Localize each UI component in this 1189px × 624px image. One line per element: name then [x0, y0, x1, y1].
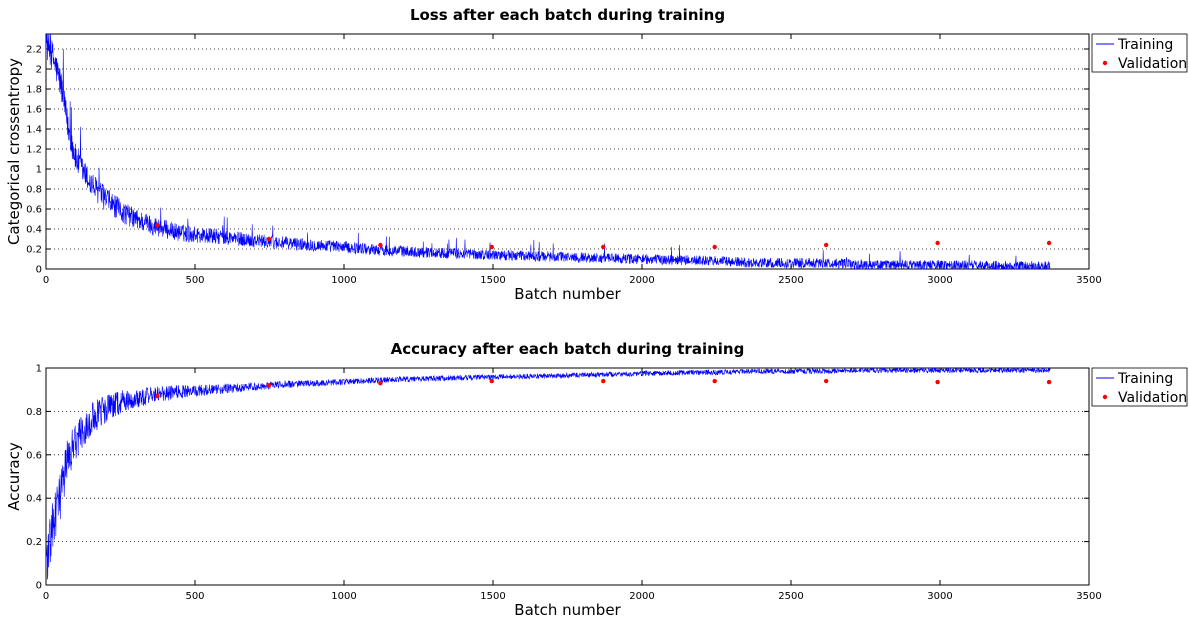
y-tick-label: 1.8 — [26, 85, 42, 96]
validation-point — [601, 244, 606, 250]
legend-box — [1091, 367, 1188, 407]
y-tick-label: 1.6 — [26, 105, 42, 116]
y-tick-label: 1 — [36, 165, 42, 176]
plot-area — [45, 367, 1090, 586]
validation-point — [601, 378, 606, 384]
chart-accuracy: 0 0.2 0.4 0.6 0.8 1 0 500 1000 1500 2000 2500 3000 35… — [5, 340, 1188, 619]
x-tick-label: 0 — [43, 591, 49, 602]
chart-title: Loss after each batch during training — [410, 6, 725, 24]
y-tick-label: 0 — [36, 265, 42, 276]
y-axis-label: Categorical crossentropy — [5, 58, 23, 245]
validation-point — [1046, 240, 1052, 246]
x-tick-label: 3000 — [927, 275, 952, 286]
x-tick-label: 3500 — [1076, 275, 1101, 286]
x-tick-label: 1000 — [331, 275, 356, 286]
legend-label: Validation — [1118, 390, 1187, 406]
validation-point — [155, 394, 160, 399]
legend-box — [1091, 33, 1188, 73]
series-training-line — [46, 368, 1051, 580]
validation-point — [712, 378, 717, 384]
x-tick-label: 2000 — [629, 275, 654, 286]
x-tick-label: 2000 — [629, 591, 654, 602]
x-tick-label: 500 — [185, 275, 204, 286]
plot-area — [45, 33, 1090, 270]
chart-title: Accuracy after each batch during trainin… — [391, 340, 745, 358]
y-tick-label: 1 — [36, 364, 42, 375]
y-tick-label: 0.6 — [26, 450, 42, 461]
validation-point — [489, 244, 495, 250]
validation-point — [266, 236, 272, 242]
y-tick-label: 0 — [36, 581, 42, 592]
x-tick-label: 2500 — [778, 591, 803, 602]
x-axis-label: Batch number — [514, 601, 621, 619]
legend-label: Training — [1117, 37, 1173, 53]
y-tick-label: 0.8 — [26, 407, 42, 418]
x-tick-label: 0 — [43, 275, 49, 286]
x-tick-label: 3000 — [927, 591, 952, 602]
y-tick-label: 0.4 — [26, 225, 42, 236]
validation-point — [378, 242, 383, 248]
validation-point — [712, 244, 717, 250]
x-tick-label: 1500 — [480, 275, 505, 286]
validation-point — [823, 242, 829, 248]
y-tick-label: 2 — [36, 65, 42, 76]
chart-loss: 0 0.2 0.4 0.6 0.8 1 1.2 1.4 1.6 1.8 2 2.2 0 500 1000 15… — [5, 6, 1188, 303]
y-tick-label: 0.8 — [26, 185, 42, 196]
legend-swatch-point — [1102, 60, 1108, 66]
y-tick-label: 0.2 — [26, 537, 42, 548]
x-tick-label: 500 — [185, 591, 204, 602]
validation-point — [266, 383, 272, 388]
validation-point — [378, 380, 383, 386]
validation-point — [489, 378, 495, 384]
legend-label: Validation — [1118, 56, 1187, 72]
validation-point — [155, 222, 160, 228]
x-tick-label: 1000 — [331, 591, 356, 602]
validation-point — [935, 240, 940, 246]
legend-swatch-point — [1102, 394, 1108, 400]
validation-point — [1046, 379, 1052, 385]
x-axis-label: Batch number — [514, 285, 621, 303]
series-training-line — [46, 34, 1051, 269]
y-tick-label: 0.6 — [26, 205, 42, 216]
x-tick-label: 3500 — [1076, 591, 1101, 602]
y-tick-label: 0.2 — [26, 245, 42, 256]
x-tick-label: 1500 — [480, 591, 505, 602]
x-tick-label: 2500 — [778, 275, 803, 286]
validation-point — [935, 379, 940, 385]
validation-point — [823, 378, 829, 384]
y-axis-label: Accuracy — [5, 442, 23, 511]
y-tick-label: 2.2 — [26, 45, 42, 56]
y-tick-label: 1.2 — [26, 145, 42, 156]
y-tick-label: 1.4 — [26, 125, 42, 136]
legend-label: Training — [1117, 371, 1173, 387]
y-tick-label: 0.4 — [26, 494, 42, 505]
